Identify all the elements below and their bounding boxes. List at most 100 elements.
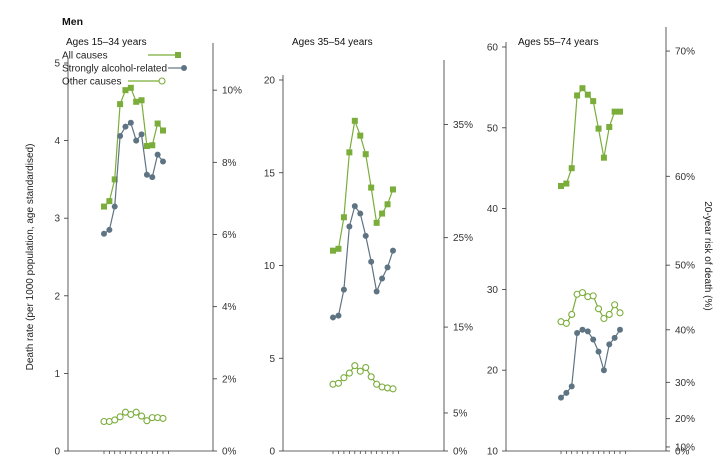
data-point-strongly-alcohol-related	[617, 326, 623, 333]
data-point-all-causes	[133, 98, 140, 105]
right-tick-label: 60%	[675, 172, 695, 183]
legend-marker	[175, 52, 181, 58]
y-tick-label: 50	[487, 123, 499, 134]
right-tick-label: 2%	[222, 374, 237, 385]
y-tick-label: 20	[487, 366, 499, 377]
data-point-strongly-alcohol-related	[384, 264, 391, 271]
series-strongly-alcohol-related	[101, 119, 166, 237]
data-point-other-causes	[362, 363, 370, 372]
series-line-strongly-alcohol-related	[332, 204, 394, 318]
data-point-strongly-alcohol-related	[373, 288, 380, 295]
data-point-other-causes	[605, 310, 613, 318]
data-point-all-causes	[106, 198, 113, 205]
data-point-all-causes	[368, 184, 375, 191]
series-line-all-causes	[332, 118, 394, 252]
data-point-other-causes	[345, 369, 353, 377]
data-point-strongly-alcohol-related	[149, 174, 156, 181]
data-point-other-causes	[611, 301, 619, 309]
data-point-strongly-alcohol-related	[584, 328, 591, 335]
y-tick-label: 30	[487, 285, 499, 296]
data-point-strongly-alcohol-related	[351, 203, 358, 210]
panel-label: Ages 55–74 years	[518, 37, 599, 48]
data-point-strongly-alcohol-related	[346, 223, 353, 230]
right-tick-label: 8%	[222, 158, 237, 169]
figure-title: Men	[62, 16, 83, 28]
data-point-other-causes	[143, 417, 151, 425]
chart-panel-2: Ages 35–54 years 0 5 10 15 20 0% 5% 15% 25% 35%	[264, 37, 473, 458]
y-tick-label: 10	[264, 261, 276, 272]
data-point-strongly-alcohol-related	[595, 348, 602, 355]
data-point-other-causes	[111, 416, 119, 424]
data-point-strongly-alcohol-related	[558, 394, 564, 401]
panel-label: Ages 15–34 years	[66, 37, 147, 48]
series-other-causes	[329, 362, 397, 393]
y-tick-label: 0	[54, 447, 60, 458]
data-point-strongly-alcohol-related	[340, 286, 347, 293]
right-tick-label: 35%	[453, 120, 473, 131]
data-point-other-causes	[594, 305, 603, 313]
data-point-all-causes	[160, 127, 166, 134]
y-tick-label: 10	[487, 447, 499, 458]
data-point-other-causes	[616, 309, 624, 317]
legend-label: All causes	[62, 51, 108, 62]
right-tick-label: 15%	[453, 323, 473, 334]
right-tick-label: 0%	[675, 447, 690, 458]
data-point-all-causes	[154, 120, 161, 127]
data-point-strongly-alcohol-related	[390, 247, 396, 254]
right-tick-label: 30%	[675, 378, 695, 389]
data-point-strongly-alcohol-related	[330, 314, 336, 321]
panel-label: Ages 35–54 years	[292, 37, 373, 48]
right-tick-label: 10%	[675, 442, 695, 453]
data-point-strongly-alcohol-related	[590, 336, 597, 343]
data-point-strongly-alcohol-related	[579, 326, 586, 333]
data-point-all-causes	[617, 108, 623, 115]
series-all-causes	[330, 117, 396, 254]
right-tick-label: 6%	[222, 230, 237, 241]
data-point-strongly-alcohol-related	[106, 226, 113, 233]
right-tick-label: 0%	[222, 447, 237, 458]
data-point-strongly-alcohol-related	[357, 210, 364, 217]
data-point-strongly-alcohol-related	[563, 389, 570, 396]
y-tick-label: 0	[269, 447, 275, 458]
data-point-other-causes	[600, 314, 608, 323]
data-point-all-causes	[138, 97, 145, 104]
data-point-other-causes	[373, 380, 381, 388]
data-point-all-causes	[590, 98, 597, 105]
series-other-causes	[100, 408, 167, 426]
data-point-other-causes	[137, 412, 146, 420]
legend-marker	[158, 77, 166, 85]
data-point-other-causes	[132, 408, 140, 416]
left-axis-title: Death rate (per 1000 population, age sta…	[25, 144, 36, 371]
right-tick-label: 4%	[222, 302, 237, 313]
legend-marker	[181, 65, 187, 71]
right-tick-label: 20%	[675, 414, 695, 425]
data-point-other-causes	[356, 367, 364, 375]
right-axis-title: 20-year risk of death (%)	[702, 201, 713, 311]
chart-panel-3: Ages 55–74 years 10 20 30 40 50 60 0%10% 20% 30% 4…	[487, 27, 695, 458]
series-line-strongly-alcohol-related	[103, 121, 164, 235]
right-tick-label: 50%	[675, 261, 695, 272]
data-point-strongly-alcohol-related	[160, 158, 166, 165]
data-point-all-causes	[357, 132, 364, 139]
right-tick-label: 40%	[675, 325, 695, 336]
data-point-strongly-alcohol-related	[154, 151, 161, 158]
data-point-strongly-alcohol-related	[138, 131, 145, 138]
data-point-other-causes	[116, 413, 124, 421]
data-point-strongly-alcohol-related	[117, 132, 124, 139]
series-strongly-alcohol-related	[330, 203, 396, 321]
right-tick-label: 70%	[675, 47, 695, 58]
right-tick-label: 0%	[453, 447, 468, 458]
chart-panels: Ages 15–34 years0123450%2%4%6%8%10%Ages …	[54, 27, 695, 458]
series-strongly-alcohol-related	[558, 326, 623, 401]
data-point-strongly-alcohol-related	[611, 334, 618, 341]
y-tick-label: 60	[487, 43, 499, 54]
y-tick-label: 4	[54, 136, 60, 147]
data-point-all-causes	[600, 154, 607, 161]
right-tick-label: 5%	[453, 408, 468, 419]
data-point-strongly-alcohol-related	[127, 119, 134, 126]
data-point-all-causes	[330, 247, 336, 254]
data-point-all-causes	[384, 201, 391, 208]
y-tick-label: 40	[487, 204, 499, 215]
data-point-all-causes	[379, 210, 386, 217]
legend: All causes Strongly alcohol-related Other …	[62, 51, 187, 88]
